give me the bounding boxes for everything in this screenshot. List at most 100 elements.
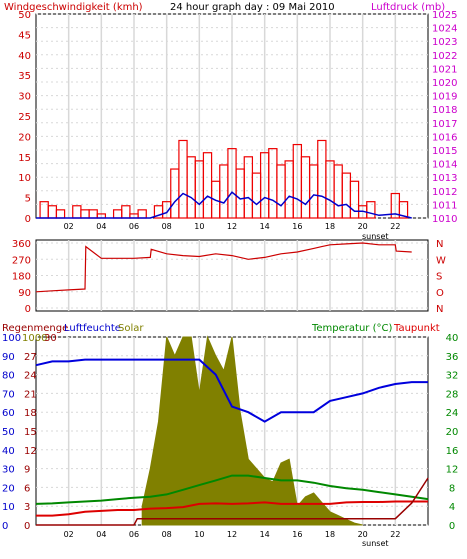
temperature-tick-label: 0 — [449, 521, 455, 532]
direction-degree-label: 270 — [12, 255, 31, 266]
x-tick-label: 08 — [162, 222, 172, 231]
rain-tick-label: 9 — [24, 465, 30, 476]
humidity-tick-label: 40 — [2, 446, 15, 457]
chart-title: 24 hour graph day : 09 Mai 2010 — [170, 2, 335, 13]
humidity-tick-label: 0 — [2, 521, 8, 532]
direction-degree-label: 360 — [12, 239, 31, 250]
y-right-tick-label: 1014 — [432, 160, 457, 171]
compass-label: N — [436, 304, 443, 315]
x-tick-label: 12 — [227, 530, 237, 539]
rain-tick-label: 12 — [24, 446, 37, 457]
rain-tick-label: 21 — [24, 389, 37, 400]
rain-tick-label: 24 — [24, 371, 37, 382]
y-right-tick-label: 1017 — [432, 119, 457, 130]
temperature-tick-label: 24 — [446, 408, 459, 419]
rain-tick-label: 6 — [24, 483, 30, 494]
temperature-tick-label: 32 — [446, 371, 459, 382]
x-tick-label: 02 — [64, 530, 74, 539]
humidity-tick-label: 50 — [2, 427, 15, 438]
temperature-tick-label: 16 — [446, 446, 459, 457]
y-left-tick-label: 40 — [18, 51, 31, 62]
wind-speed-bar — [349, 180, 360, 219]
temperature-tick-label: 36 — [446, 352, 459, 363]
wind-speed-bar — [398, 201, 409, 219]
x-tick-label: 20 — [358, 222, 368, 231]
wind-speed-title: Windgeschwindigkeit (kmh) — [4, 2, 143, 13]
humidity-line — [35, 358, 428, 423]
rain-tick-label: 27 — [24, 352, 37, 363]
humidity-tick-label: 90 — [2, 352, 15, 363]
temperature-tick-label: 8 — [449, 483, 455, 494]
rain-tick-label: 0 — [24, 521, 30, 532]
temperature-title: Temperatur (°C) — [311, 323, 392, 334]
x-tick-label: 18 — [325, 530, 335, 539]
x-tick-label: 12 — [227, 222, 237, 231]
y-left-tick-label: 10 — [18, 173, 31, 184]
y-right-tick-label: 1018 — [432, 105, 457, 116]
compass-label: W — [436, 255, 446, 266]
humidity-tick-label: 20 — [2, 483, 15, 494]
x-tick-label: 16 — [292, 530, 302, 539]
direction-degree-label: 90 — [18, 288, 31, 299]
rain-tick-label: 15 — [24, 427, 37, 438]
temperature-tick-label: 4 — [449, 502, 455, 513]
direction-degree-label: 180 — [12, 272, 31, 283]
y-right-tick-label: 1020 — [432, 78, 457, 89]
humidity-title: Luftfeuchte — [64, 323, 121, 334]
x-tick-label: 08 — [162, 530, 172, 539]
humidity-tick-label: 10 — [2, 502, 15, 513]
direction-degree-label: 0 — [25, 304, 31, 315]
y-right-tick-label: 1025 — [432, 10, 457, 21]
y-left-tick-label: 25 — [18, 112, 31, 123]
temperature-tick-label: 40 — [446, 333, 459, 344]
y-right-tick-label: 1011 — [432, 200, 457, 211]
y-left-tick-label: 50 — [18, 10, 31, 21]
rain-tick-label: 30 — [44, 333, 57, 344]
rain-line — [36, 477, 429, 526]
y-right-tick-label: 1022 — [432, 51, 457, 62]
humidity-tick-label: 100 — [2, 333, 21, 344]
dewpoint-line — [36, 500, 428, 517]
solar-area — [141, 335, 363, 526]
y-left-tick-label: 45 — [18, 30, 31, 41]
y-right-tick-label: 1016 — [432, 132, 457, 143]
temperature-tick-label: 12 — [446, 465, 459, 476]
compass-label: S — [436, 272, 442, 283]
x-tick-label: 10 — [194, 222, 204, 231]
x-tick-label: 06 — [129, 222, 139, 231]
pressure-line — [36, 191, 412, 219]
x-tick-label: 14 — [260, 530, 270, 539]
x-tick-label: 10 — [194, 530, 204, 539]
x-tick-label: 20 — [358, 530, 368, 539]
wind-speed-bar — [366, 201, 376, 219]
rain-tick-label: 3 — [24, 502, 30, 513]
y-left-tick-label: 5 — [25, 194, 31, 205]
y-right-tick-label: 1021 — [432, 64, 457, 75]
wind-direction-line — [35, 242, 412, 293]
y-right-tick-label: 1013 — [432, 173, 457, 184]
y-left-tick-label: 15 — [18, 153, 31, 164]
y-left-tick-label: 0 — [25, 214, 31, 225]
solar-max-label: 1000 — [22, 333, 47, 344]
humidity-tick-label: 60 — [2, 408, 15, 419]
y-right-tick-label: 1023 — [432, 37, 457, 48]
compass-label: N — [436, 239, 443, 250]
rain-title: Regenmenge — [2, 323, 68, 334]
x-tick-label: 04 — [96, 222, 106, 231]
y-left-tick-label: 30 — [18, 92, 31, 103]
humidity-tick-label: 30 — [2, 465, 15, 476]
temperature-tick-label: 28 — [446, 389, 459, 400]
dewpoint-title: Taupunkt — [393, 323, 440, 334]
humidity-tick-label: 80 — [2, 371, 15, 382]
y-left-tick-label: 20 — [18, 132, 31, 143]
y-right-tick-label: 1019 — [432, 92, 457, 103]
y-right-tick-label: 1010 — [432, 214, 457, 225]
rain-tick-label: 18 — [24, 408, 37, 419]
x-tick-label: 18 — [325, 222, 335, 231]
y-right-tick-label: 1015 — [432, 146, 457, 157]
x-tick-label: 02 — [64, 222, 74, 231]
pressure-title: Luftdruck (mb) — [371, 2, 445, 13]
x-tick-label: 22 — [390, 530, 400, 539]
